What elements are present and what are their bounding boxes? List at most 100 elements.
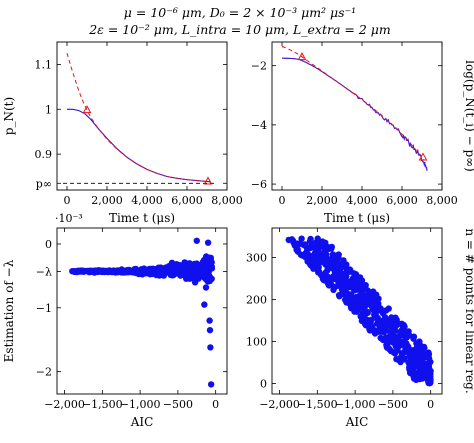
y-tick-label: −2 [36,366,52,379]
scatter-point [205,254,213,261]
scatter-point [424,369,432,376]
scatter-point [393,341,400,348]
axes-frame [56,41,228,191]
x-tick-label: 0 [212,398,219,411]
plot-area [285,235,434,387]
scatter-point [202,284,210,291]
scatter-point [172,267,180,274]
y-axis-label: p_N(t) [2,97,16,135]
scatter-point [388,333,395,340]
scatter-point [319,238,326,245]
x-tick-label: −500 [378,398,408,411]
scatter-point [129,267,136,275]
scatter-point-outlier [201,301,208,308]
scatter-point [359,301,366,308]
scatter-point [208,259,215,266]
scatter-point [374,314,381,322]
scatter-point [361,292,368,299]
scatter-point [88,268,96,275]
scatter-point [181,259,189,266]
scatter-point [311,240,318,247]
scatter-point [298,235,305,242]
scatter-point [364,308,371,316]
scatter-point [416,370,423,378]
series-fit-overlay [67,109,212,183]
panel-top-left: 0 2,000 4,000 6,000 8,000 0.9 1 1.1 p∞ Time t (μs… [2,41,243,225]
series-fit-overlay [282,57,428,171]
scatter-point [397,330,404,337]
scatter-point [369,305,376,312]
scatter-point [331,283,338,291]
triangle-marker [82,105,92,114]
y-tick-label: p∞ [36,177,52,190]
scatter-point [340,275,347,282]
scatter-point-outlier [193,237,200,244]
y-axis-label: n = # points for linear reg. [463,228,474,393]
scatter-point [368,292,375,300]
scatter-point [401,323,408,330]
scatter-point [180,267,187,275]
scatter-point [420,343,428,351]
scatter-point [340,257,347,264]
axes-frame [271,227,443,395]
scatter-point [419,358,426,365]
triangle-marker [203,176,213,185]
scatter-point [324,280,332,287]
scatter-point [186,260,193,267]
scatter-point [306,253,313,260]
scatter-point [297,251,305,258]
scatter-point [319,275,327,283]
scatter-point [403,333,410,340]
scatter-point [381,323,388,330]
y-tick-label: 0 [45,238,52,251]
scatter-point [400,356,408,363]
scatter-point [208,265,216,272]
scatter-point [343,285,350,292]
scatter-point [144,267,151,275]
x-tick-label: −1,500 [82,398,123,411]
scatter-point [374,320,381,327]
panel-top-right: 0 2,000 4,000 6,000 8,000 −6 −4 −2 Time t (μs) lo… [251,41,474,225]
x-tick-label: −2,000 [259,398,300,411]
triangle-marker [418,152,428,161]
axes-frame [271,41,443,191]
scatter-point [314,252,321,259]
y-tick-label: 300 [246,251,267,264]
series-line-blue-solid [67,108,212,183]
scatter-point [294,246,301,253]
y-tick-label: −λ [36,265,52,278]
y-tick-label: 1.1 [35,58,53,71]
scatter-point [419,364,426,371]
y-tick-label: 1 [45,103,52,116]
triangle-marker [297,52,307,61]
scatter-point [425,351,433,358]
y-tick-label: 0.9 [35,148,53,161]
scatter-point [374,307,381,314]
scatter-point [361,282,368,289]
scatter-point [322,269,329,276]
scatter-point [350,270,358,277]
scatter-point-outlier [207,344,214,351]
scatter-points [285,235,434,387]
scatter-point [304,258,311,265]
panel-bottom-left: −2,000−1,500−1,000 −500 0 0 −1 −2 −λ AIC Estimat… [2,212,228,429]
x-tick-label: 2,000 [91,194,123,207]
scatter-point [401,348,409,355]
x-tick-label: 6,000 [386,194,418,207]
scatter-point [154,269,161,276]
scatter-point [292,241,299,248]
scatter-point [347,291,355,298]
scatter-point [411,363,419,370]
scatter-point [192,274,199,282]
scatter-point [332,272,339,279]
x-tick-label: 0 [279,194,286,207]
scatter-point-outlier [206,317,213,324]
scatter-point [425,374,432,382]
scatter-point [357,276,364,284]
figure-title-line-2: 2ε = 10⁻² μm, L_intra = 10 μm, L_extra =… [88,22,391,37]
x-tick-label: −2,000 [44,398,85,411]
x-axis-label: AIC [345,415,369,429]
scatter-points [69,237,216,388]
x-tick-label: −500 [163,398,193,411]
